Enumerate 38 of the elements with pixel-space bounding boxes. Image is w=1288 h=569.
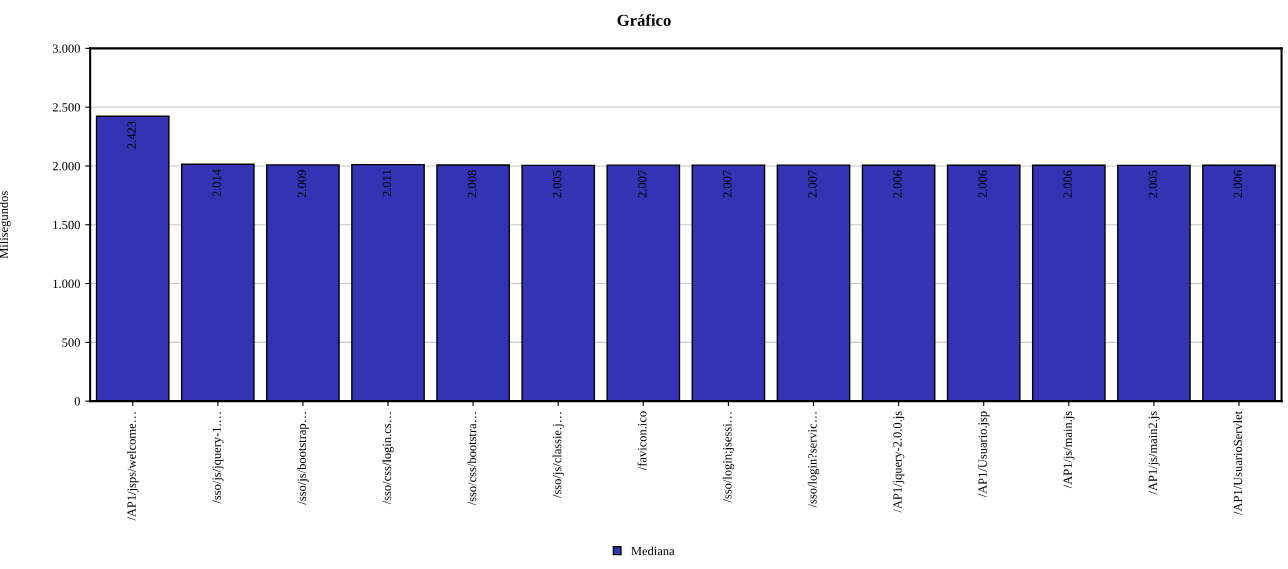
data-label: 2.007 [638, 170, 647, 198]
data-label: 2.009 [297, 170, 307, 198]
x-tick-label: /sso/js/classie.j… [552, 412, 564, 499]
data-label: 2.007 [723, 170, 732, 198]
data-label: 2.423 [127, 121, 136, 149]
x-tick-label: /AP1/js/main2.js [1148, 411, 1160, 495]
x-tick-label: /sso/login;jsessi… [722, 412, 735, 503]
data-label: 2.006 [1063, 170, 1072, 198]
x-tick-label: /AP1/jquery-2.0.0.js [893, 411, 905, 513]
y-tick-label: 2.000 [52, 161, 80, 171]
x-tick-label: /AP1/Usuario.jsp [978, 411, 990, 498]
data-label: 2.007 [808, 170, 817, 198]
y-tick-label: 1.500 [53, 220, 80, 230]
chart-title: Gráfico [617, 14, 671, 26]
x-tick-label: /sso/css/bootstra… [467, 412, 477, 506]
data-label: 2.014 [212, 169, 221, 197]
y-axis-title: Milisegundos [0, 191, 11, 259]
x-tick-label: /AP1/js/main.js [1063, 411, 1075, 489]
x-tick-label: /sso/js/bootstrap… [297, 412, 309, 505]
x-tick-label: /AP1/UsuarioServlet [1233, 410, 1243, 516]
y-tick-label: 2.500 [52, 103, 80, 112]
y-tick-label: 500 [62, 338, 80, 347]
data-label: 2.005 [552, 170, 562, 198]
x-tick-label: /AP1/jsps/welcome… [127, 412, 139, 521]
data-label: 2.006 [893, 170, 902, 198]
legend-label: Mediana [631, 546, 675, 556]
x-tick-label: /sso/login?servic… [807, 412, 820, 508]
y-tick-label: 0 [74, 397, 80, 406]
data-label: 2.006 [978, 170, 987, 198]
data-label: 2.005 [1148, 170, 1158, 198]
x-tick-label: /sso/js/jquery-1.… [212, 412, 224, 504]
x-tick-label: /favicon.ico [637, 411, 647, 471]
x-tick-label: /sso/css/login.cs… [382, 412, 394, 505]
data-label: 2.006 [1233, 170, 1243, 198]
data-label: 2.011 [382, 170, 392, 197]
y-tick-label: 1.000 [53, 279, 80, 289]
y-tick-label: 3.000 [52, 44, 80, 53]
data-label: 2.008 [467, 170, 477, 198]
